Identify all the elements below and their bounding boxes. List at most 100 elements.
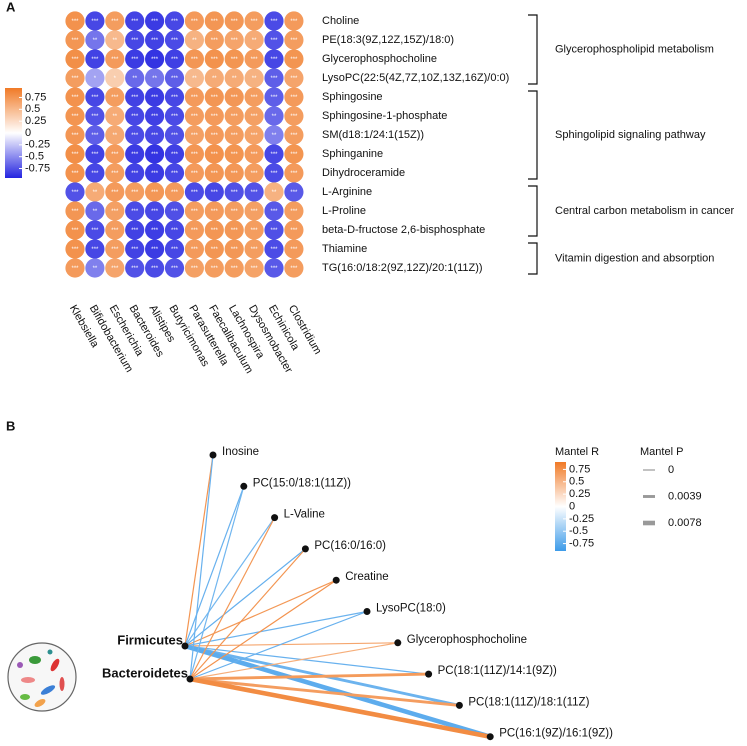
cell [244,11,264,31]
cell-label: *** [91,19,99,25]
cell [184,87,204,107]
cell [244,49,264,69]
cell-label: *** [171,228,179,234]
group-bracket [528,14,538,85]
cell-label: *** [231,266,239,272]
cell [125,125,145,145]
cell-label: *** [270,228,278,234]
cell-label: *** [131,152,139,158]
row-label: Sphingosine [322,91,383,103]
cell [145,182,165,202]
cell-label: *** [71,114,79,120]
cell [264,87,284,107]
cell-label: *** [111,152,119,158]
cell-label: *** [191,266,199,272]
cell-label: *** [131,114,139,120]
cell [125,68,145,88]
cell [85,201,105,221]
row-label: L-Proline [322,205,366,217]
cell [164,144,185,164]
cell-label: *** [151,114,159,120]
target-node [486,733,494,741]
cell-label: *** [231,57,239,63]
target-node [425,670,433,678]
colorbar-tick-label: -0.5 [569,525,588,537]
colorbar [5,88,22,178]
cell-label: *** [111,19,119,25]
cell-label: ** [272,114,277,120]
cell [85,87,105,107]
cell [65,30,85,50]
cell-label: *** [71,190,79,196]
source-label: Bacteroidetes [102,665,188,680]
cell [85,106,105,126]
cell [65,239,85,259]
edge [189,676,491,739]
cell [145,68,165,88]
cell [164,11,185,31]
cell-label: ** [93,209,98,215]
cell-label: *** [191,152,199,158]
cell-label: *** [111,57,119,63]
cell [164,125,185,145]
cell [125,163,145,183]
cell [85,11,105,31]
colorbar-tick-label: 0.5 [25,103,40,115]
cell-label: ** [192,76,197,82]
cell-label: *** [290,38,298,44]
cell [65,87,85,107]
cell-label: *** [131,38,139,44]
cell-label: *** [251,19,259,25]
cell [65,106,85,126]
target-node [332,576,340,584]
p-legend-label: 0 [668,464,674,476]
cell-label: ** [112,38,117,44]
cell-label: *** [171,190,179,196]
cell-label: *** [131,19,139,25]
cell-label: *** [71,95,79,101]
row-label: Choline [322,15,359,27]
cell-label: ** [93,266,98,272]
cell-label: *** [111,247,119,253]
target-node [209,451,217,459]
cell [85,125,105,145]
cell-label: *** [91,57,99,63]
cell-label: *** [151,247,159,253]
cell [224,239,244,259]
cell [224,106,244,126]
cell [164,201,185,221]
cell [105,30,125,50]
cell-label: *** [151,209,159,215]
r-legend-title: Mantel R [555,446,599,458]
cell [284,239,304,259]
cell-label: ** [212,76,217,82]
cell-label: *** [191,114,199,120]
colorbar-tick-label: -0.75 [25,162,50,174]
cell [105,201,125,221]
cell-label: *** [231,19,239,25]
cell-label: ** [93,190,98,196]
cell-label: *** [270,247,278,253]
cell-label: *** [211,209,219,215]
cell [284,125,304,145]
cell [105,68,125,88]
cell-label: *** [290,247,298,253]
cell-label: *** [71,76,79,82]
cell-label: ** [232,76,237,82]
cell-label: *** [71,152,79,158]
cell-label: *** [191,190,199,196]
group-bracket [528,185,538,237]
cell [244,163,264,183]
cell-label: *** [151,19,159,25]
cell-label: *** [171,133,179,139]
cell [204,68,224,88]
colorbar-tick-label: 0 [25,127,31,139]
target-label: PC(18:1(11Z)/14:1(9Z)) [438,665,557,677]
cell-label: *** [151,38,159,44]
cell [284,182,304,202]
cell [164,220,185,240]
target-label: Glycerophosphocholine [407,634,527,646]
cell-label: *** [91,171,99,177]
cell [204,11,224,31]
edge [184,610,368,647]
